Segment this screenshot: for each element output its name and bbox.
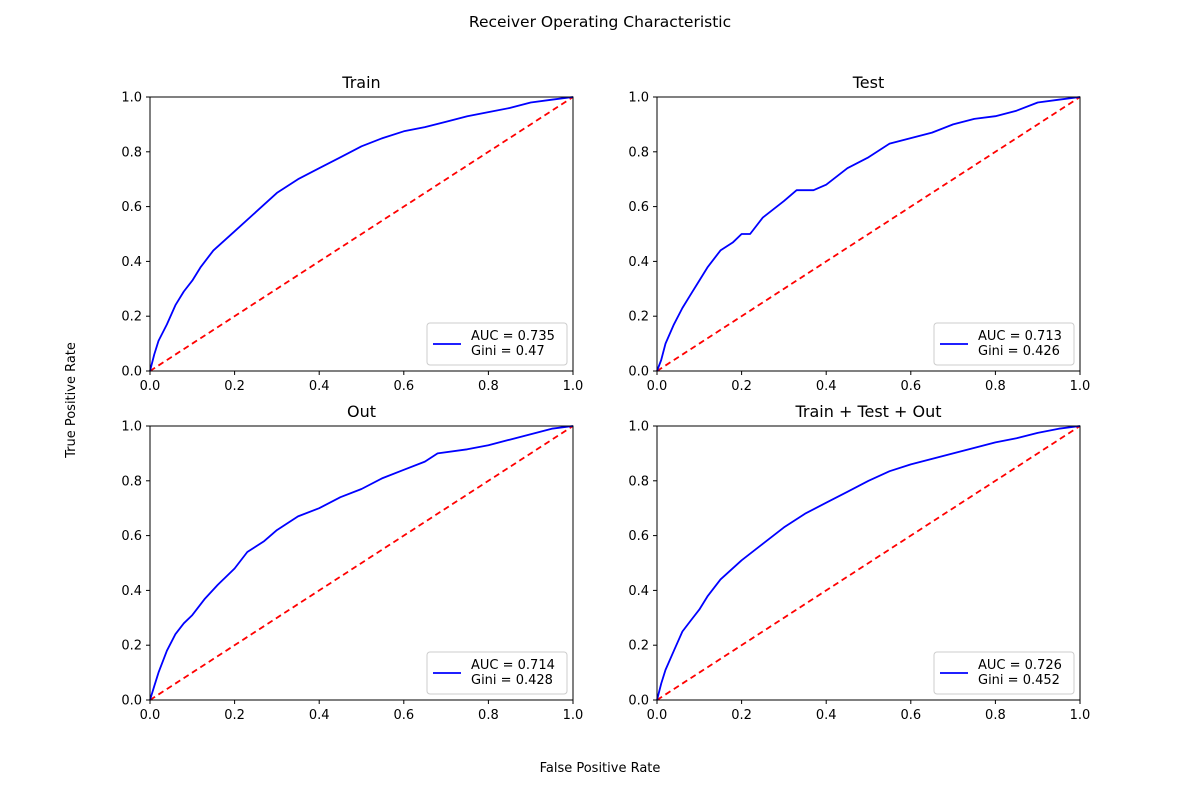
figure-title: Receiver Operating Characteristic [469, 13, 731, 31]
axes-frame [149, 425, 574, 701]
roc-panel-2: Test 0.0 0.2 0.4 0.6 0.8 1.0 0.0 0.2 0.4 0.6 0.8 1.0… [628, 73, 1090, 394]
legend-entry: Gini = 0.428 [471, 673, 553, 688]
roc-panel-4: Train + Test + Out 0.0 0.2 0.4 0.6 0.8 1.0 0.0 0… [628, 402, 1090, 723]
y-tick-label: 1.0 [121, 420, 142, 435]
panel-title: Test [852, 73, 885, 92]
roc-curve [656, 96, 1081, 372]
y-tick-label: 0.0 [121, 694, 142, 709]
roc-curve [149, 425, 574, 701]
legend-entry: AUC = 0.735 [471, 329, 555, 344]
y-tick-label: 0.4 [121, 584, 142, 599]
legend-entry: AUC = 0.726 [978, 658, 1062, 673]
y-tick-label: 0.2 [628, 639, 649, 654]
x-tick-label: 0.0 [140, 708, 161, 723]
x-tick-label: 0.4 [309, 379, 330, 394]
reference-line [149, 425, 574, 701]
reference-line [656, 425, 1081, 701]
y-tick-label: 0.0 [121, 365, 142, 380]
reference-line [149, 96, 574, 372]
x-tick-label: 0.2 [224, 379, 245, 394]
y-axis-label: True Positive Rate [64, 342, 79, 459]
x-tick-label: 0.8 [478, 708, 499, 723]
roc-panel-1: Train 0.0 0.2 0.4 0.6 0.8 1.0 0.0 0.2 0.4 0.6 0.8 1.… [121, 73, 583, 394]
legend-entry: Gini = 0.452 [978, 673, 1060, 688]
x-tick-label: 0.2 [731, 708, 752, 723]
reference-line [656, 96, 1081, 372]
y-tick-label: 0.8 [121, 474, 142, 489]
legend-entry: Gini = 0.47 [471, 344, 545, 359]
x-tick-label: 0.6 [393, 379, 414, 394]
y-tick-label: 0.6 [121, 200, 142, 215]
y-tick-label: 0.0 [628, 694, 649, 709]
y-tick-label: 0.6 [628, 529, 649, 544]
y-tick-label: 1.0 [628, 420, 649, 435]
y-tick-label: 0.8 [121, 145, 142, 160]
x-tick-label: 0.0 [647, 708, 668, 723]
x-tick-label: 1.0 [1070, 379, 1091, 394]
x-tick-label: 1.0 [1070, 708, 1091, 723]
x-tick-label: 1.0 [563, 708, 584, 723]
x-tick-label: 0.6 [900, 379, 921, 394]
x-tick-label: 0.0 [647, 379, 668, 394]
legend-box [426, 651, 568, 695]
legend-box [426, 322, 568, 366]
axes-frame [656, 425, 1081, 701]
x-tick-label: 0.2 [224, 708, 245, 723]
x-tick-label: 1.0 [563, 379, 584, 394]
roc-curve [656, 425, 1081, 701]
x-tick-label: 0.4 [309, 708, 330, 723]
panel-title: Train [341, 73, 380, 92]
y-tick-label: 0.2 [628, 310, 649, 325]
x-tick-label: 0.8 [478, 379, 499, 394]
y-tick-label: 0.8 [628, 145, 649, 160]
legend-entry: AUC = 0.714 [471, 658, 555, 673]
x-axis-label: False Positive Rate [540, 761, 661, 776]
x-tick-label: 0.4 [816, 379, 837, 394]
x-tick-label: 0.4 [816, 708, 837, 723]
y-tick-label: 1.0 [628, 91, 649, 106]
y-tick-label: 0.0 [628, 365, 649, 380]
legend-entry: Gini = 0.426 [978, 344, 1060, 359]
x-tick-label: 0.8 [985, 708, 1006, 723]
y-tick-label: 1.0 [121, 91, 142, 106]
y-tick-label: 0.8 [628, 474, 649, 489]
x-tick-label: 0.6 [393, 708, 414, 723]
legend-entry: AUC = 0.713 [978, 329, 1062, 344]
panels: Train 0.0 0.2 0.4 0.6 0.8 1.0 0.0 0.2 0.4 0.6 0.8 1.… [121, 73, 1090, 723]
x-tick-label: 0.6 [900, 708, 921, 723]
x-tick-label: 0.2 [731, 379, 752, 394]
axes-frame [149, 96, 574, 372]
y-tick-label: 0.4 [628, 584, 649, 599]
legend-box [933, 322, 1075, 366]
y-tick-label: 0.2 [121, 310, 142, 325]
y-tick-label: 0.4 [121, 255, 142, 270]
axes-frame [656, 96, 1081, 372]
roc-curve [149, 96, 574, 372]
y-tick-label: 0.6 [628, 200, 649, 215]
panel-title: Out [347, 402, 376, 421]
y-tick-label: 0.6 [121, 529, 142, 544]
y-tick-label: 0.2 [121, 639, 142, 654]
x-tick-label: 0.0 [140, 379, 161, 394]
panel-title: Train + Test + Out [794, 402, 941, 421]
roc-panel-3: Out 0.0 0.2 0.4 0.6 0.8 1.0 0.0 0.2 0.4 0.6 0.8 1.0 A… [121, 402, 583, 723]
y-tick-label: 0.4 [628, 255, 649, 270]
legend-box [933, 651, 1075, 695]
x-tick-label: 0.8 [985, 379, 1006, 394]
